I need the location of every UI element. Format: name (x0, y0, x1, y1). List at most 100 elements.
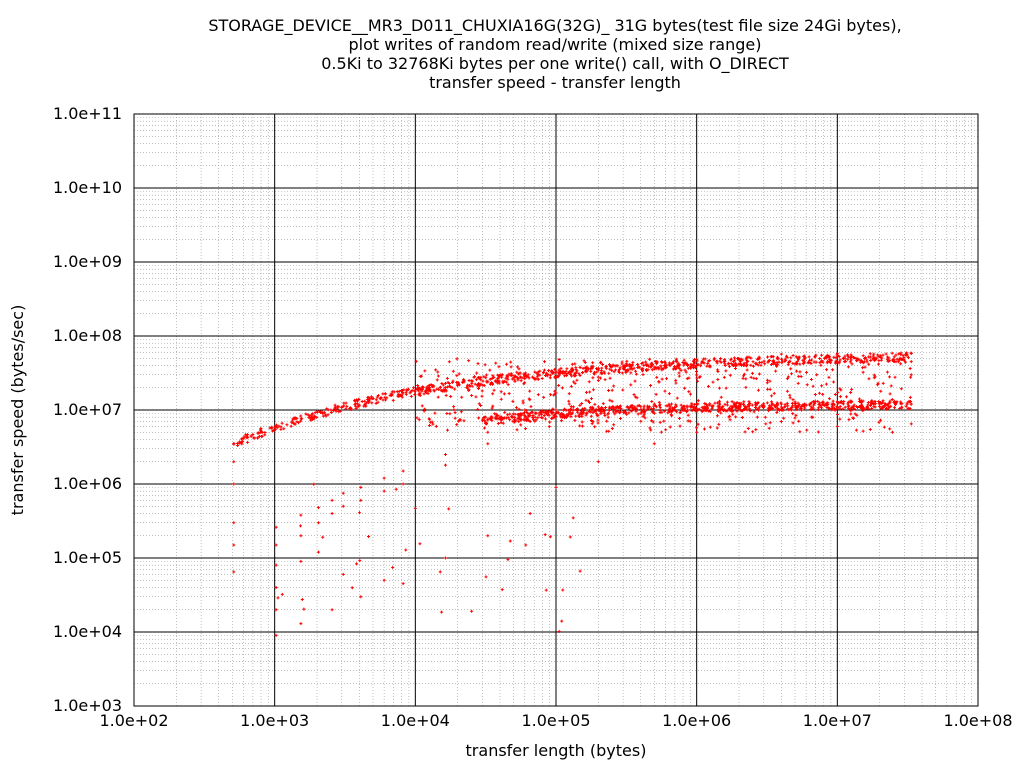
data-point (740, 415, 744, 419)
data-point (650, 400, 654, 404)
data-point (341, 572, 345, 576)
data-point (617, 367, 621, 371)
data-point (809, 361, 813, 365)
data-point (501, 381, 505, 385)
data-point (486, 418, 490, 422)
data-point (861, 361, 865, 365)
data-point (557, 384, 561, 388)
data-point (435, 378, 439, 382)
data-point (798, 370, 802, 374)
data-point (818, 403, 822, 407)
data-point (702, 357, 706, 361)
data-point (544, 409, 548, 413)
data-point (882, 425, 886, 429)
data-point (587, 367, 590, 371)
data-point (505, 374, 509, 378)
data-point (572, 408, 576, 412)
data-point (596, 405, 600, 409)
data-point (599, 371, 603, 375)
data-point (406, 387, 410, 391)
data-point (765, 378, 769, 382)
data-point (636, 363, 640, 367)
data-point (607, 429, 611, 433)
data-point (597, 409, 601, 413)
data-point (293, 416, 297, 420)
data-point (470, 393, 474, 397)
data-point (774, 369, 778, 373)
data-point (551, 371, 555, 375)
data-point (274, 608, 278, 612)
data-point (702, 361, 706, 365)
data-point (348, 406, 352, 410)
data-point (902, 356, 906, 360)
data-point (630, 409, 634, 413)
data-point (560, 419, 564, 423)
data-point (480, 389, 484, 393)
data-point (799, 405, 803, 409)
data-point (517, 367, 521, 371)
data-point (517, 372, 521, 376)
data-point (691, 359, 695, 363)
data-point (806, 361, 810, 365)
data-point (573, 418, 577, 422)
data-point (367, 398, 371, 402)
data-point (679, 368, 683, 372)
data-point (530, 410, 534, 414)
data-point (611, 410, 615, 414)
data-point (589, 369, 593, 373)
data-point (591, 376, 595, 380)
data-point (674, 378, 678, 382)
data-point (444, 389, 448, 393)
data-point (515, 370, 519, 374)
data-point (453, 416, 457, 420)
data-point (810, 358, 814, 362)
data-point (551, 416, 555, 420)
data-point (719, 395, 723, 399)
data-point (825, 401, 829, 405)
data-point (847, 404, 851, 408)
data-point (599, 369, 603, 373)
data-point (689, 405, 693, 409)
data-point (849, 391, 853, 395)
data-point (730, 409, 734, 413)
data-point (596, 379, 600, 383)
data-point (758, 360, 762, 364)
data-point (527, 397, 531, 401)
data-point (544, 417, 548, 421)
data-point (767, 359, 771, 363)
data-point (299, 513, 303, 517)
data-point (639, 419, 643, 423)
data-point (888, 427, 892, 431)
data-point (428, 417, 432, 421)
data-point (728, 414, 732, 418)
data-point (504, 416, 508, 420)
data-point (310, 412, 314, 416)
data-point (667, 392, 671, 396)
data-point (909, 373, 913, 377)
data-point (798, 362, 802, 366)
data-point (561, 369, 565, 373)
data-point (649, 365, 653, 369)
data-point (447, 384, 451, 388)
data-point (768, 379, 772, 383)
data-point (641, 373, 645, 377)
data-point (260, 434, 264, 438)
data-point (678, 411, 682, 415)
data-point (708, 402, 712, 406)
data-point (321, 535, 325, 539)
data-point (383, 396, 387, 400)
x-tick-label: 1.0e+08 (943, 711, 1012, 730)
data-point (728, 365, 732, 369)
data-point (879, 389, 883, 393)
data-point (685, 377, 689, 381)
data-point (795, 405, 799, 409)
data-point (608, 398, 612, 402)
data-point (812, 360, 816, 364)
data-point (683, 361, 687, 365)
data-point (841, 356, 845, 360)
data-point (606, 411, 610, 415)
data-point (337, 405, 341, 409)
data-point (809, 378, 813, 382)
data-point (563, 407, 567, 411)
data-point (417, 393, 421, 397)
